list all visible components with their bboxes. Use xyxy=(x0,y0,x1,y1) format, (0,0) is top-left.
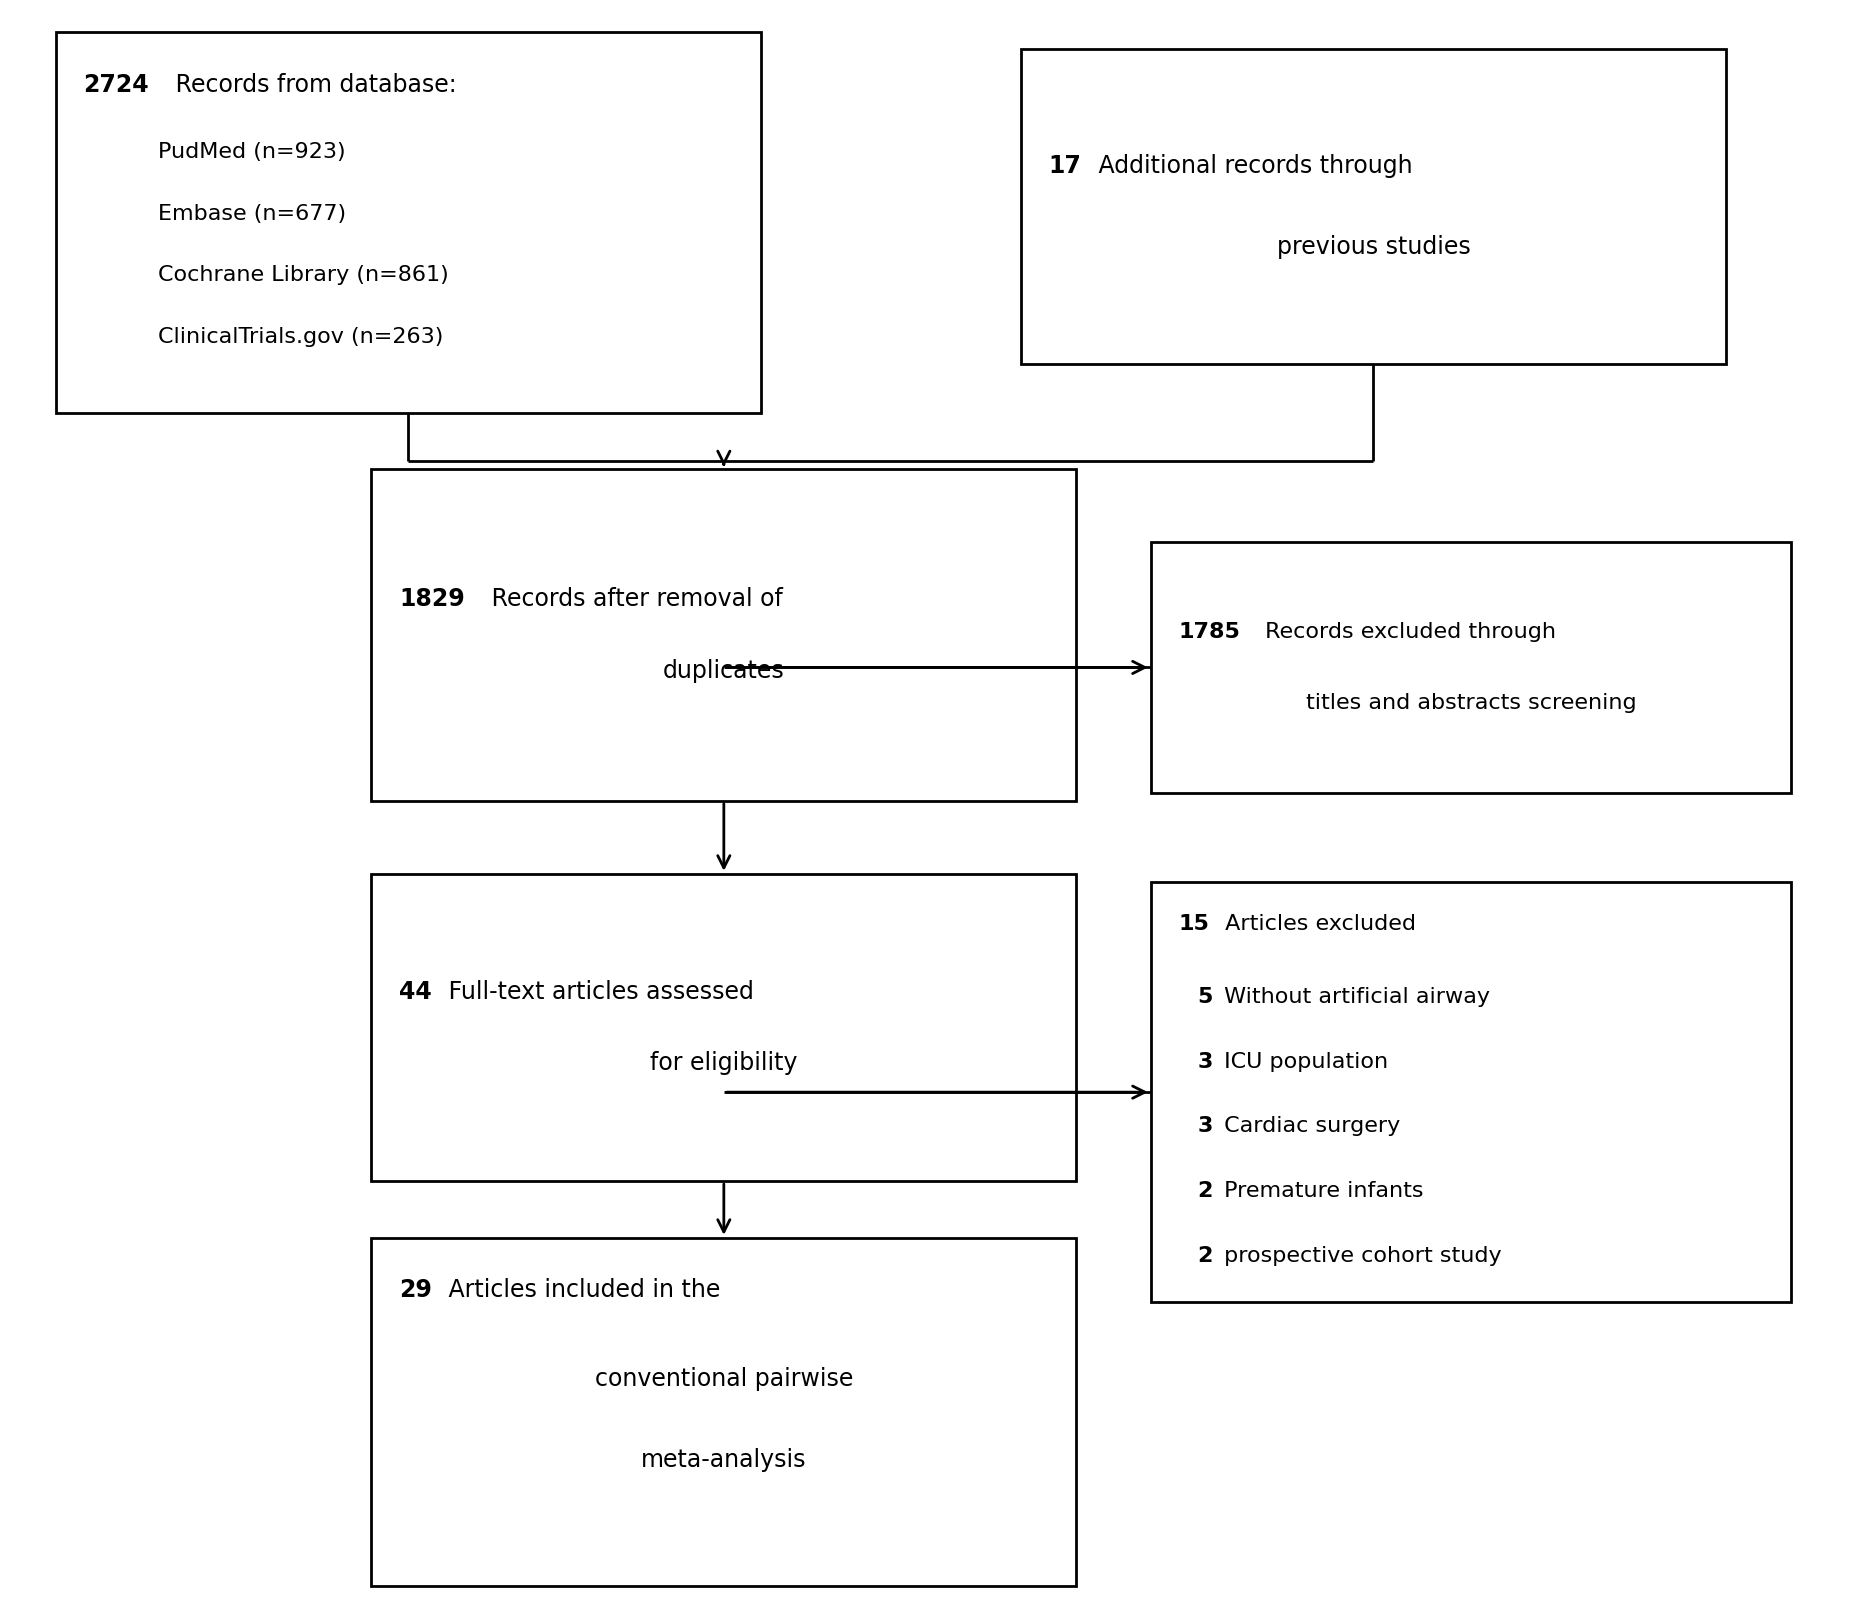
Text: previous studies: previous studies xyxy=(1276,235,1469,259)
Text: Articles excluded: Articles excluded xyxy=(1217,914,1415,934)
Text: PudMed (n=923): PudMed (n=923) xyxy=(158,142,345,162)
Text: duplicates: duplicates xyxy=(662,659,785,683)
Bar xyxy=(56,32,761,413)
Text: 2724: 2724 xyxy=(83,73,148,97)
Text: for eligibility: for eligibility xyxy=(649,1052,798,1074)
Text: Embase (n=677): Embase (n=677) xyxy=(158,204,345,223)
Text: 1785: 1785 xyxy=(1178,621,1239,642)
Text: 1829: 1829 xyxy=(399,587,464,612)
Text: meta-analysis: meta-analysis xyxy=(640,1448,807,1472)
Text: Full-text articles assessed: Full-text articles assessed xyxy=(441,981,753,1003)
Text: Records after removal of: Records after removal of xyxy=(484,587,783,612)
Text: titles and abstracts screening: titles and abstracts screening xyxy=(1304,693,1636,714)
Text: 44: 44 xyxy=(399,981,432,1003)
Bar xyxy=(1020,49,1725,364)
Bar xyxy=(1150,542,1790,793)
Bar xyxy=(371,469,1076,801)
Text: 2: 2 xyxy=(1196,1246,1211,1265)
Text: Premature infants: Premature infants xyxy=(1217,1181,1423,1201)
Bar xyxy=(371,1238,1076,1586)
Text: prospective cohort study: prospective cohort study xyxy=(1217,1246,1501,1265)
Text: Articles included in the: Articles included in the xyxy=(441,1278,720,1302)
Text: 5: 5 xyxy=(1196,987,1211,1006)
Text: ICU population: ICU population xyxy=(1217,1052,1388,1071)
Text: 2: 2 xyxy=(1196,1181,1211,1201)
Text: Cardiac surgery: Cardiac surgery xyxy=(1217,1116,1399,1136)
Text: Records excluded through: Records excluded through xyxy=(1258,621,1556,642)
Text: 3: 3 xyxy=(1196,1052,1211,1071)
Text: Cochrane Library (n=861): Cochrane Library (n=861) xyxy=(158,265,449,285)
Text: ClinicalTrials.gov (n=263): ClinicalTrials.gov (n=263) xyxy=(158,327,443,346)
Text: Without artificial airway: Without artificial airway xyxy=(1217,987,1490,1006)
Text: 29: 29 xyxy=(399,1278,432,1302)
Bar xyxy=(371,874,1076,1181)
Text: 17: 17 xyxy=(1048,154,1081,178)
Text: conventional pairwise: conventional pairwise xyxy=(594,1367,853,1391)
Text: Records from database:: Records from database: xyxy=(169,73,456,97)
Bar xyxy=(1150,882,1790,1302)
Text: 3: 3 xyxy=(1196,1116,1211,1136)
Text: Additional records through: Additional records through xyxy=(1091,154,1412,178)
Text: 15: 15 xyxy=(1178,914,1209,934)
